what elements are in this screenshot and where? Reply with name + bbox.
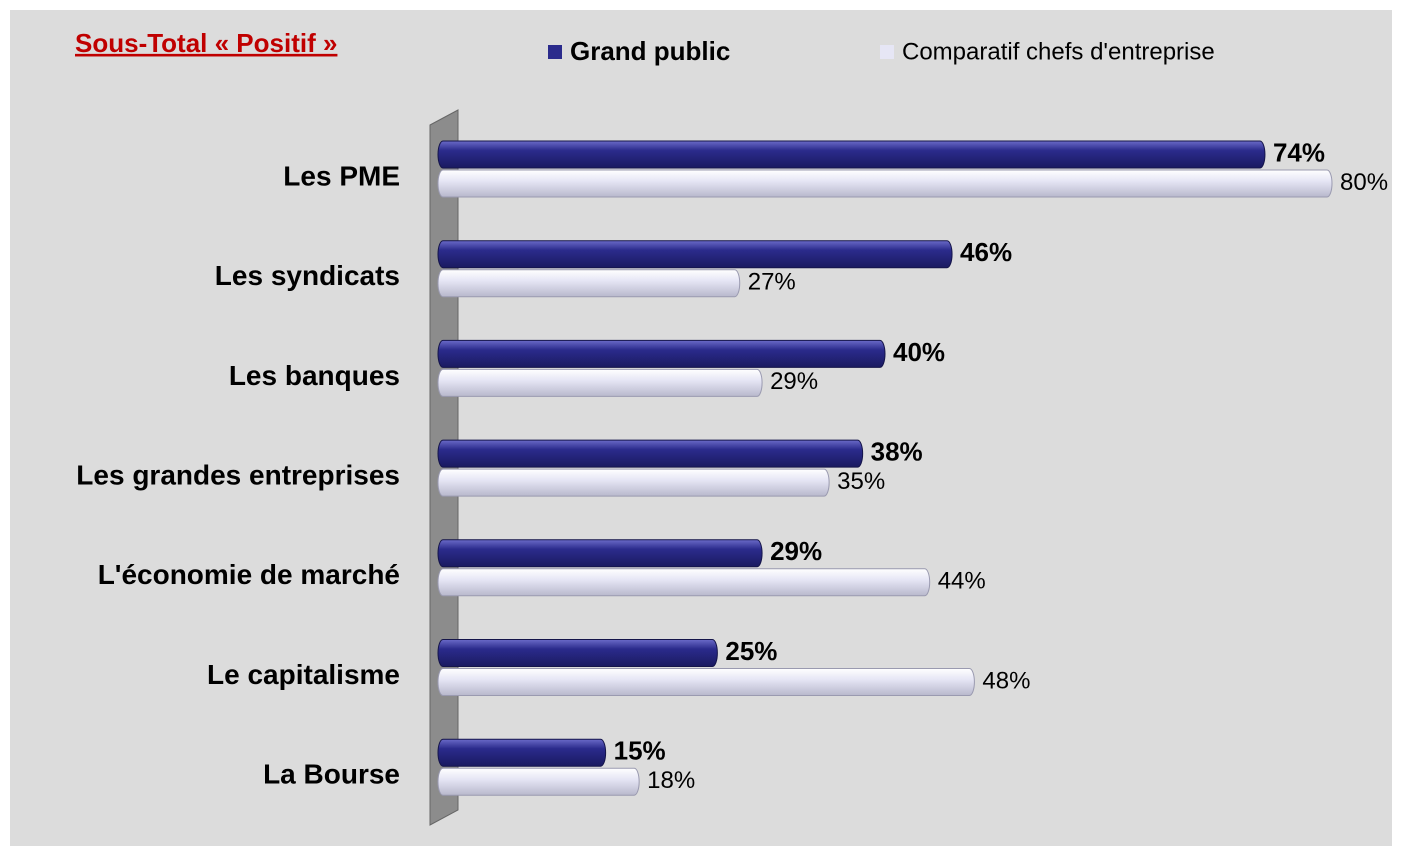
- value-label: 74%: [1273, 137, 1325, 167]
- bar: [437, 568, 931, 597]
- legend-label: Comparatif chefs d'entreprise: [902, 38, 1215, 65]
- legend-swatch: [880, 45, 894, 59]
- category-label: Les syndicats: [215, 260, 400, 291]
- category-label: Les PME: [283, 160, 400, 191]
- bar: [437, 368, 763, 397]
- value-label: 44%: [938, 568, 986, 595]
- value-label: 25%: [725, 636, 777, 666]
- value-label: 29%: [770, 368, 818, 395]
- bar: [437, 269, 741, 298]
- category-label: Le capitalisme: [207, 659, 400, 690]
- category-label: Les grandes entreprises: [76, 459, 400, 490]
- value-label: 15%: [614, 736, 666, 766]
- category-label: Les banques: [229, 360, 400, 391]
- chart-title: Sous-Total « Positif »: [75, 28, 337, 58]
- plot-background: [10, 10, 1392, 846]
- value-label: 35%: [837, 468, 885, 495]
- bar: [437, 339, 886, 368]
- legend-swatch: [548, 45, 562, 59]
- bar: [437, 668, 975, 696]
- bar: [437, 468, 830, 497]
- bar: [437, 439, 864, 468]
- bar: [437, 767, 640, 796]
- value-label: 38%: [871, 436, 923, 466]
- value-label: 18%: [647, 767, 695, 794]
- value-label: 48%: [982, 667, 1030, 694]
- value-label: 80%: [1340, 169, 1388, 196]
- bar: [437, 240, 953, 269]
- category-label: La Bourse: [263, 759, 400, 790]
- bar: [437, 169, 1333, 198]
- value-label: 29%: [770, 536, 822, 566]
- bar: [437, 539, 763, 568]
- bar: [437, 738, 607, 767]
- legend-label: Grand public: [570, 36, 730, 66]
- value-label: 27%: [748, 269, 796, 296]
- bar: [437, 140, 1266, 169]
- bar: [437, 639, 718, 667]
- value-label: 46%: [960, 237, 1012, 267]
- category-label: L'économie de marché: [98, 559, 400, 590]
- value-label: 40%: [893, 337, 945, 367]
